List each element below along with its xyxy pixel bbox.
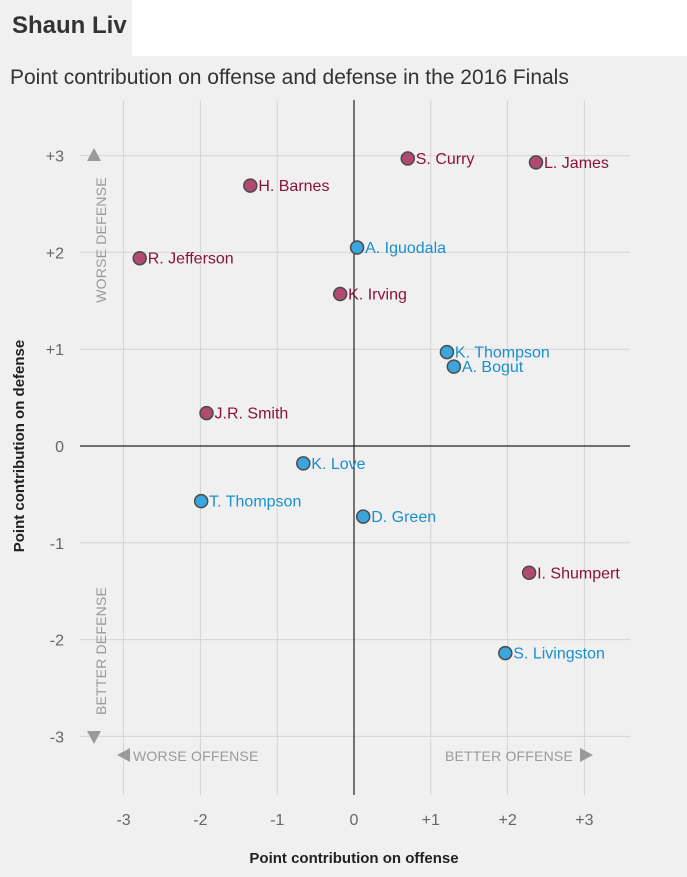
y-axis-title: Point contribution on defense <box>11 340 28 553</box>
page-title: Shaun Liv <box>12 12 127 39</box>
down-arrow-icon <box>87 731 101 744</box>
player-label: D. Green <box>371 509 436 526</box>
player-label: K. Love <box>311 456 365 473</box>
y-tick-label: +3 <box>46 149 64 166</box>
x-tick-label: -2 <box>193 812 207 829</box>
player-label: A. Bogut <box>462 359 524 376</box>
player-label: K. Thompson <box>455 345 550 362</box>
right-arrow-icon <box>580 748 593 762</box>
player-label: R. Jefferson <box>148 251 234 268</box>
player-label: L. James <box>544 155 609 172</box>
left-arrow-icon <box>117 748 130 762</box>
chart-subtitle: Point contribution on offense and defens… <box>10 66 569 89</box>
y-tick-label: +2 <box>46 245 64 262</box>
player-point <box>296 456 311 471</box>
zero-axes <box>80 100 630 795</box>
x-tick-label: +3 <box>575 812 593 829</box>
data-points: S. Curry L. James H. Barnes R. Jefferson K. … <box>132 151 620 663</box>
player-point <box>355 509 371 524</box>
y-tick-label: -3 <box>50 729 64 746</box>
x-tick-label: -1 <box>270 812 284 829</box>
up-arrow-icon <box>87 148 101 161</box>
tick-labels: -3 -2 -1 0 +1 +2 +3 +3 +2 +1 0 -1 -2 -3 <box>46 149 594 829</box>
player-label: I. Shumpert <box>537 565 620 582</box>
player-point <box>243 178 258 193</box>
player-point <box>446 359 462 374</box>
player-point <box>332 286 348 302</box>
player-point <box>528 155 544 170</box>
player-point <box>193 493 209 509</box>
x-tick-label: -3 <box>116 812 130 829</box>
y-tick-label: -2 <box>50 633 64 650</box>
grid-lines <box>80 100 630 795</box>
player-point <box>521 565 537 581</box>
player-label: J.R. Smith <box>215 406 289 423</box>
player-point <box>400 151 416 166</box>
worse-defense-label: WORSE DEFENSE <box>93 177 109 303</box>
player-label: K. Irving <box>348 287 407 304</box>
player-label: S. Curry <box>416 151 475 168</box>
y-tick-label: -1 <box>50 536 64 553</box>
direction-indicators: WORSE DEFENSE BETTER DEFENSE WORSE OFFENSE… <box>87 148 593 764</box>
worse-offense-label: WORSE OFFENSE <box>133 748 259 764</box>
player-label: A. Iguodala <box>365 240 446 257</box>
player-point <box>199 405 214 421</box>
x-axis-title: Point contribution on offense <box>249 850 458 867</box>
x-tick-label: 0 <box>350 812 359 829</box>
player-point <box>498 645 513 661</box>
x-tick-label: +2 <box>498 812 516 829</box>
better-defense-label: BETTER DEFENSE <box>93 587 109 715</box>
white-overlay-box <box>132 0 687 56</box>
player-label: S. Livingston <box>513 646 605 663</box>
x-tick-label: +1 <box>422 812 440 829</box>
y-tick-label: 0 <box>55 439 64 456</box>
player-point <box>439 344 455 360</box>
player-point <box>349 240 365 255</box>
player-label: T. Thompson <box>209 494 301 511</box>
player-label: H. Barnes <box>258 178 329 195</box>
player-point <box>132 250 147 266</box>
better-offense-label: BETTER OFFENSE <box>445 748 573 764</box>
y-tick-label: +1 <box>46 342 64 359</box>
